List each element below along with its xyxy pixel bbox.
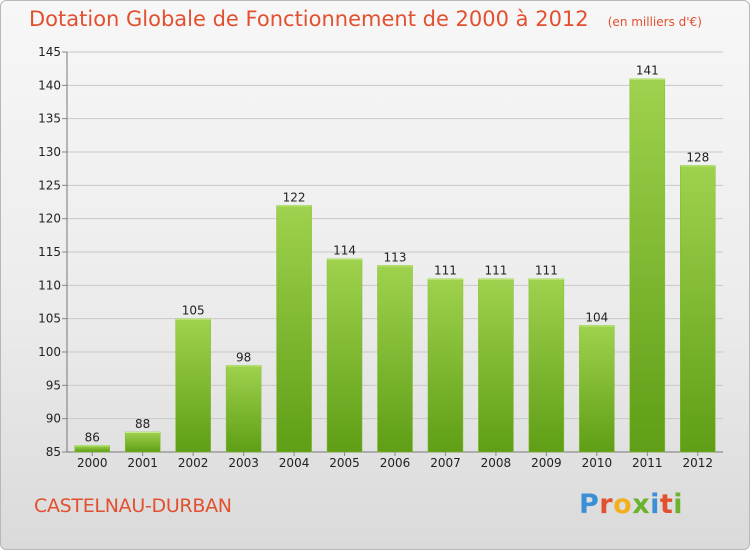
- x-tick-label: 2008: [481, 456, 512, 470]
- data-label: 141: [636, 64, 659, 78]
- x-tick-label: 2001: [127, 456, 158, 470]
- x-tick-label: 2000: [77, 456, 108, 470]
- data-label: 128: [686, 150, 709, 164]
- y-tick-label: 130: [38, 145, 61, 159]
- commune-name: CASTELNAU-DURBAN: [34, 495, 232, 517]
- data-label: 114: [333, 244, 356, 258]
- bar: [276, 205, 312, 453]
- y-tick-label: 90: [46, 412, 61, 426]
- x-tick-label: 2009: [531, 456, 562, 470]
- x-tick-label: 2012: [682, 456, 713, 470]
- data-label: 104: [585, 310, 608, 324]
- y-tick-label: 95: [46, 378, 61, 392]
- bar: [326, 258, 363, 453]
- data-label: 111: [434, 264, 457, 278]
- x-tick-label: 2005: [329, 456, 360, 470]
- bar: [175, 318, 211, 453]
- bar: [579, 325, 615, 453]
- y-tick-label: 85: [46, 445, 61, 459]
- x-tick-label: 2006: [380, 456, 411, 470]
- logo-letter: i: [673, 489, 684, 520]
- x-tick-label: 2003: [228, 456, 259, 470]
- logo-letter: x: [632, 489, 651, 520]
- logo-letter: P: [579, 489, 600, 520]
- data-label: 98: [236, 350, 251, 364]
- y-tick-label: 145: [38, 45, 61, 59]
- bar: [629, 78, 666, 453]
- y-tick-label: 105: [38, 312, 61, 326]
- data-label: 86: [85, 430, 100, 444]
- bar: [427, 278, 464, 453]
- proxiti-logo: Proxiti: [579, 489, 683, 520]
- y-tick-label: 135: [38, 112, 61, 126]
- chart-title: Dotation Globale de Fonctionnement de 20…: [29, 7, 589, 31]
- logo-letter: i: [650, 489, 660, 520]
- data-label: 105: [182, 304, 205, 318]
- x-tick-label: 2011: [632, 456, 663, 470]
- y-tick-label: 110: [38, 278, 61, 292]
- x-tick-label: 2002: [178, 456, 209, 470]
- y-tick-label: 115: [38, 245, 61, 259]
- logo-letter: o: [613, 489, 633, 520]
- y-tick-label: 140: [38, 78, 61, 92]
- logo-letter: r: [599, 489, 614, 520]
- y-tick-label: 125: [38, 178, 61, 192]
- data-label: 111: [535, 264, 558, 278]
- bar: [377, 265, 413, 453]
- title-row: Dotation Globale de Fonctionnement de 20…: [29, 7, 702, 31]
- chart-subtitle: (en milliers d'€): [607, 15, 702, 29]
- bar: [528, 278, 565, 453]
- data-label: 88: [135, 417, 150, 431]
- data-label: 113: [384, 250, 407, 264]
- x-tick-label: 2007: [430, 456, 461, 470]
- bar: [478, 278, 514, 453]
- y-tick-label: 120: [38, 212, 61, 226]
- bar: [124, 431, 161, 453]
- data-label: 122: [283, 190, 306, 204]
- logo-letter: t: [659, 489, 674, 520]
- data-label: 111: [484, 264, 507, 278]
- bar: [225, 365, 262, 453]
- x-tick-label: 2004: [279, 456, 310, 470]
- x-tick-label: 2010: [582, 456, 613, 470]
- bar: [680, 165, 716, 453]
- y-tick-label: 100: [38, 345, 61, 359]
